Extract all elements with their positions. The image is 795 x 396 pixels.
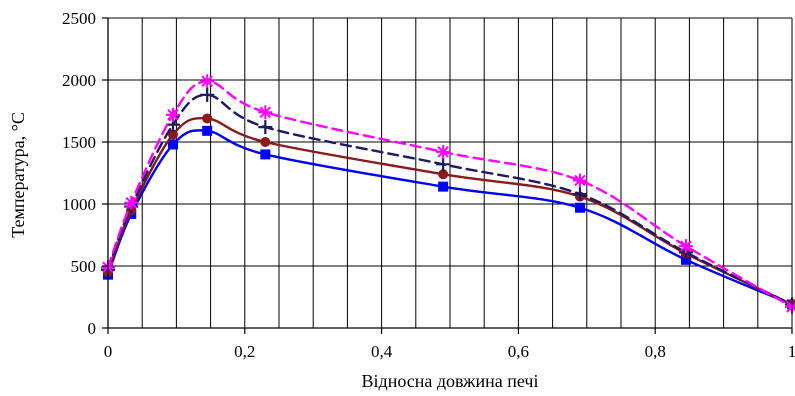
star-marker [124, 195, 139, 210]
plus-marker [572, 187, 587, 202]
y-tick-label: 500 [71, 257, 97, 276]
circle-marker [260, 137, 271, 147]
star-marker [436, 144, 451, 159]
data-series [101, 74, 795, 314]
plus-marker [436, 157, 451, 172]
square-marker [574, 202, 585, 213]
x-tick-label: 0,6 [508, 342, 529, 361]
star-marker [165, 107, 180, 122]
star-marker [258, 105, 273, 120]
series-layer [101, 74, 795, 314]
x-axis-title: Відносна довжина печі [362, 371, 539, 391]
square-marker [680, 254, 691, 265]
axes: 0 500 1000 1500 2000 2500 0 0,2 0,4 0,6 0,8 1 [62, 9, 795, 361]
y-tick-label: 2000 [62, 71, 96, 90]
square-marker [202, 125, 213, 136]
y-tick-label: 1000 [62, 195, 96, 214]
series-line [106, 93, 794, 306]
y-axis-title: Температура, °С [8, 112, 28, 238]
circle-marker [438, 169, 449, 180]
square-marker [438, 181, 449, 192]
x-tick-label: 1 [788, 342, 795, 361]
square-marker [260, 149, 271, 160]
circle-marker [167, 129, 178, 140]
circle-marker [202, 113, 213, 124]
plus-marker [200, 87, 215, 102]
grid [108, 17, 792, 328]
plus-marker [258, 120, 273, 135]
y-tick-label: 0 [88, 319, 97, 338]
star-marker [200, 74, 215, 89]
x-tick-label: 0,8 [645, 342, 666, 361]
star-marker [678, 239, 693, 254]
star-marker [572, 173, 587, 188]
square-marker [167, 139, 178, 150]
x-tick-label: 0 [104, 342, 113, 361]
x-tick-label: 0,2 [234, 342, 255, 361]
data-series [103, 113, 795, 310]
series-line [106, 80, 794, 309]
y-tick-label: 1500 [62, 133, 96, 152]
y-tick-label: 2500 [62, 9, 96, 28]
series-line [106, 129, 794, 306]
x-tick-label: 0,4 [371, 342, 393, 361]
